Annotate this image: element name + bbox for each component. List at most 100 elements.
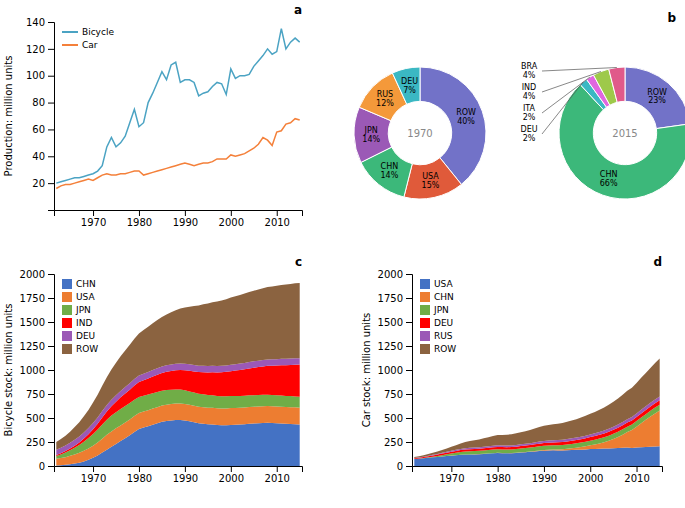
tick-mark <box>48 103 54 104</box>
legend-swatch <box>62 305 72 315</box>
tick-label: 750 <box>384 389 403 400</box>
tick-mark <box>48 370 54 371</box>
slice <box>625 67 685 129</box>
plot-area <box>56 29 299 189</box>
data-label: IND4% <box>522 83 537 101</box>
tick: 1250 <box>20 341 54 352</box>
legend-swatch <box>420 305 430 315</box>
tick-mark <box>48 274 54 275</box>
axis-line <box>406 275 413 467</box>
data-label: CHN14% <box>380 162 398 180</box>
tick-mark <box>185 466 186 472</box>
tick-mark <box>406 346 412 347</box>
legend-label: IND <box>76 318 92 328</box>
tick-mark <box>48 22 54 23</box>
tick-mark <box>139 210 140 216</box>
legend-item: JPN <box>420 305 449 315</box>
line <box>56 119 299 189</box>
leader-line <box>542 82 583 134</box>
tick-label: 500 <box>384 413 403 424</box>
tick-mark <box>406 418 412 419</box>
tick-label: 2000 <box>578 473 603 484</box>
donut-center-label: 2015 <box>612 128 637 139</box>
tick-label: 500 <box>26 413 45 424</box>
x-axis: 19701980199020002010 <box>55 210 303 228</box>
tick-label: 20 <box>32 178 45 189</box>
tick-mark <box>48 418 54 419</box>
tick: 1970 <box>81 466 106 484</box>
plot-area <box>414 359 659 466</box>
text-line: 15% <box>422 181 440 190</box>
tick-mark <box>231 466 232 472</box>
text-line: 14% <box>362 135 380 144</box>
text-line: JPN <box>364 126 378 135</box>
legend-item: ROW <box>62 344 98 354</box>
slice <box>392 67 420 104</box>
tick: 1000 <box>378 365 412 376</box>
tick-label: 2000 <box>219 473 244 484</box>
tick: 2010 <box>265 210 290 228</box>
tick: 0 <box>39 461 54 472</box>
tick-mark <box>406 370 412 371</box>
tick-label: 120 <box>26 44 45 55</box>
tick: 2000 <box>578 466 603 484</box>
legend-label: CHN <box>76 279 96 289</box>
legend-swatch <box>420 331 430 341</box>
tick: 250 <box>26 437 54 448</box>
legend-swatch <box>420 318 430 328</box>
slice <box>609 67 625 102</box>
tick-label: 1990 <box>173 473 198 484</box>
data-label: ROW23% <box>647 88 667 106</box>
tick-label: 0 <box>39 461 45 472</box>
tick-label: 250 <box>26 437 45 448</box>
tick-mark <box>590 466 591 472</box>
legend-swatch <box>420 344 430 354</box>
tick-label: 2000 <box>219 217 244 228</box>
tick: 1750 <box>20 293 54 304</box>
tick-label: 2010 <box>265 217 290 228</box>
y-axis-title: Production: million units <box>3 56 14 177</box>
area <box>414 359 659 458</box>
legend-label: Car <box>82 40 98 50</box>
legend-swatch <box>62 44 78 46</box>
tick-label: 1970 <box>81 217 106 228</box>
x-axis: 19701980199020002010 <box>55 466 303 484</box>
text-line: 14% <box>380 171 398 180</box>
tick-mark <box>406 298 412 299</box>
tick-mark <box>406 274 412 275</box>
tick-label: 750 <box>26 389 45 400</box>
tick-mark <box>48 183 54 184</box>
leader-line <box>542 68 617 71</box>
legend: BicycleCar <box>62 27 114 50</box>
tick-mark <box>48 322 54 323</box>
panel: b1970ROW40%USA15%CHN14%JPN14%RUS12%DEU7%… <box>354 11 685 199</box>
tick-label: 1990 <box>173 217 198 228</box>
title: a <box>294 3 302 17</box>
tick-mark <box>48 49 54 50</box>
tick: 2000 <box>219 466 244 484</box>
tick-mark <box>451 466 452 472</box>
legend: CHNUSAJPNINDDEUROW <box>62 279 98 354</box>
tick-mark <box>48 346 54 347</box>
text-line: 66% <box>600 179 618 188</box>
tick: 2000 <box>20 269 54 280</box>
text-line: 2% <box>523 113 536 122</box>
legend-item: IND <box>62 318 92 328</box>
axis-line <box>48 275 55 467</box>
axis-line <box>413 467 663 473</box>
tick: 1500 <box>378 317 412 328</box>
y-axis-title: Car stock: million units <box>361 313 372 428</box>
tick-label: 1250 <box>20 341 45 352</box>
tick: 1980 <box>485 466 510 484</box>
legend-item: DEU <box>420 318 453 328</box>
tick: 500 <box>384 413 412 424</box>
tick-mark <box>277 466 278 472</box>
legend-item: CHN <box>420 292 454 302</box>
tick-mark <box>637 466 638 472</box>
tick-mark <box>498 466 499 472</box>
panel: 1970198019902000201020406080100120140aPr… <box>3 3 303 228</box>
data-label: ITA2% <box>523 104 536 122</box>
tick-label: 2000 <box>378 269 403 280</box>
legend-item: Car <box>62 40 98 50</box>
legend-swatch <box>420 292 430 302</box>
